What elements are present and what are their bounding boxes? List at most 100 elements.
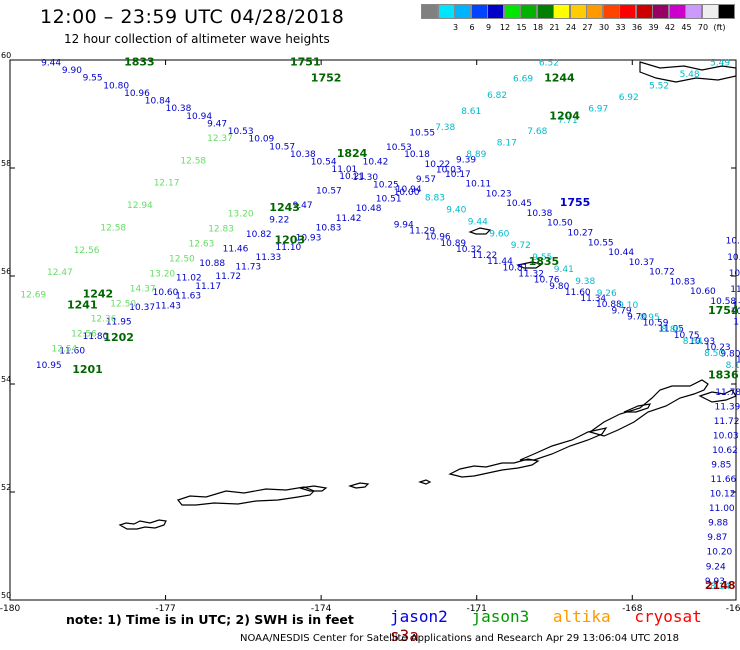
swh-value-label: 9.60 [489, 229, 509, 239]
swh-value-label: 10.60 [153, 288, 179, 298]
swh-value-label: 10.96 [124, 89, 150, 99]
satellite-legend: jason2 jason3 altika cryosat s3a [390, 607, 740, 645]
coastline [519, 427, 608, 461]
swh-value-label: 10.51 [376, 195, 402, 205]
colorbar-tick-label: 42 [664, 23, 676, 32]
pass-time-label: 1202 [103, 331, 134, 344]
swh-value-label: 10.67 [731, 307, 740, 317]
swh-value-label: 10.44 [608, 248, 634, 258]
swh-value-label: 10.87 [726, 237, 740, 247]
swh-value-label: 10.76 [534, 276, 560, 286]
pass-time-label: 1835 [529, 255, 560, 268]
swh-value-label: 10.03 [713, 431, 739, 441]
coastline [118, 519, 167, 530]
colorbar-tick-label: 70 [697, 23, 709, 32]
swh-value-label: 7.71 [558, 116, 578, 126]
swh-value-label: 10.89 [440, 239, 466, 249]
swh-value-label: 9.85 [711, 461, 731, 471]
lat-tick-label: 60 [1, 51, 11, 60]
lon-tick-label: -177 [155, 604, 175, 614]
swh-value-label: 10.93 [689, 337, 715, 347]
swh-value-label: 9.10 [618, 301, 638, 311]
swh-value-label: 9.57 [416, 175, 436, 185]
pass-time-label: 1201 [72, 363, 103, 376]
swh-value-label: 11.29 [409, 227, 435, 237]
swh-value-label: 9.55 [83, 74, 103, 84]
swh-value-label: 9.38 [575, 277, 595, 287]
swh-value-label: 13.20 [149, 270, 175, 280]
lat-tick-label: 54 [1, 375, 11, 384]
swh-value-label: 10.50 [547, 219, 573, 229]
swh-value-label: 10.57 [316, 187, 342, 197]
swh-value-label: 11.66 [711, 475, 737, 485]
map-title: 12:00 – 23:59 UTC 04/28/2018 [40, 6, 345, 28]
swh-value-label: 7.38 [435, 123, 455, 133]
swh-value-label: 9.80 [720, 349, 740, 359]
swh-value-label: 10.55 [409, 129, 435, 139]
swh-value-label: 12.36 [91, 315, 117, 325]
pass-time-label: 1241 [67, 298, 98, 311]
colorbar-tick-label: 9 [485, 23, 492, 32]
swh-value-label: 12.58 [100, 224, 126, 234]
swh-value-label: 8.14 [710, 582, 730, 592]
swh-value-label: 9.70 [627, 312, 647, 322]
colorbar-tick-label: 3 [452, 23, 459, 32]
swh-value-label: 10.38 [166, 104, 192, 114]
swh-value-label: 14.37 [130, 285, 156, 295]
swh-value-label: 9.72 [511, 241, 531, 251]
swh-value-label: 10.90 [727, 253, 740, 263]
swh-value-label: 9.80 [549, 282, 569, 292]
lon-tick-label: -174 [311, 604, 332, 614]
swh-value-label: 12.54 [52, 345, 78, 355]
swh-value-label: 9.90 [62, 66, 82, 76]
coastline [639, 61, 737, 83]
swh-value-label: 10.20 [707, 548, 733, 558]
swh-value-label: 10.09 [249, 135, 275, 145]
swh-value-label: 10.96 [425, 233, 451, 243]
coastline [468, 227, 492, 235]
swh-value-label: 13.20 [228, 210, 254, 220]
swh-value-label: 9.93 [705, 577, 725, 587]
swh-value-label: 10.57 [269, 142, 295, 152]
swh-value-label: 11.46 [223, 245, 249, 255]
swh-value-label: 11.34 [580, 294, 606, 304]
swh-value-label: 10.88 [596, 300, 622, 310]
legend-s3a: s3a [390, 626, 419, 645]
swh-value-label: 10.94 [396, 185, 422, 195]
swh-value-label: 11.02 [176, 274, 202, 284]
swh-value-label: 6.82 [487, 91, 507, 101]
swh-value-label: 11.32 [518, 270, 544, 280]
swh-value-label: 10.42 [363, 158, 389, 168]
swh-value-label: 10.54 [311, 158, 337, 168]
colorbar-tick-label: 39 [648, 23, 659, 32]
swh-value-label: 10.59 [643, 319, 669, 329]
lat-tick-label: 58 [1, 159, 11, 168]
swh-value-label: 10.75 [674, 331, 700, 341]
swh-value-label: 6.92 [619, 93, 639, 103]
swh-value-label: 11.44 [487, 257, 513, 267]
swh-value-label: 10.17 [445, 170, 471, 180]
swh-value-label: 12.17 [154, 179, 180, 189]
swh-value-label: 8.50 [704, 349, 724, 359]
swh-value-label: 10.03 [436, 165, 462, 175]
coastline [623, 403, 652, 413]
colorbar-tick-label: 21 [549, 23, 560, 32]
swh-value-label: 9.47 [293, 201, 313, 211]
swh-value-label: 10.21 [339, 172, 365, 182]
swh-value-label: 10.62 [712, 446, 738, 456]
pass-time-label: 1755 [560, 196, 591, 209]
legend-altika: altika [552, 607, 611, 626]
swh-value-label: 10.37 [629, 258, 655, 268]
swh-value-label: 11.24 [732, 301, 740, 311]
legend-jason2: jason2 [390, 607, 448, 626]
pass-time-label: 1203 [275, 234, 306, 247]
pass-time-label: 1824 [337, 147, 368, 160]
swh-value-label: 10.22 [425, 160, 451, 170]
swh-value-label: 12.50 [110, 300, 136, 310]
swh-value-label: 11.33 [256, 253, 282, 263]
swh-value-label: 10.82 [246, 230, 272, 240]
swh-value-label: 8.80 [661, 325, 681, 335]
swh-value-label: 10.60 [690, 287, 716, 297]
coastline [418, 479, 432, 485]
swh-value-label: 6.97 [588, 104, 608, 114]
